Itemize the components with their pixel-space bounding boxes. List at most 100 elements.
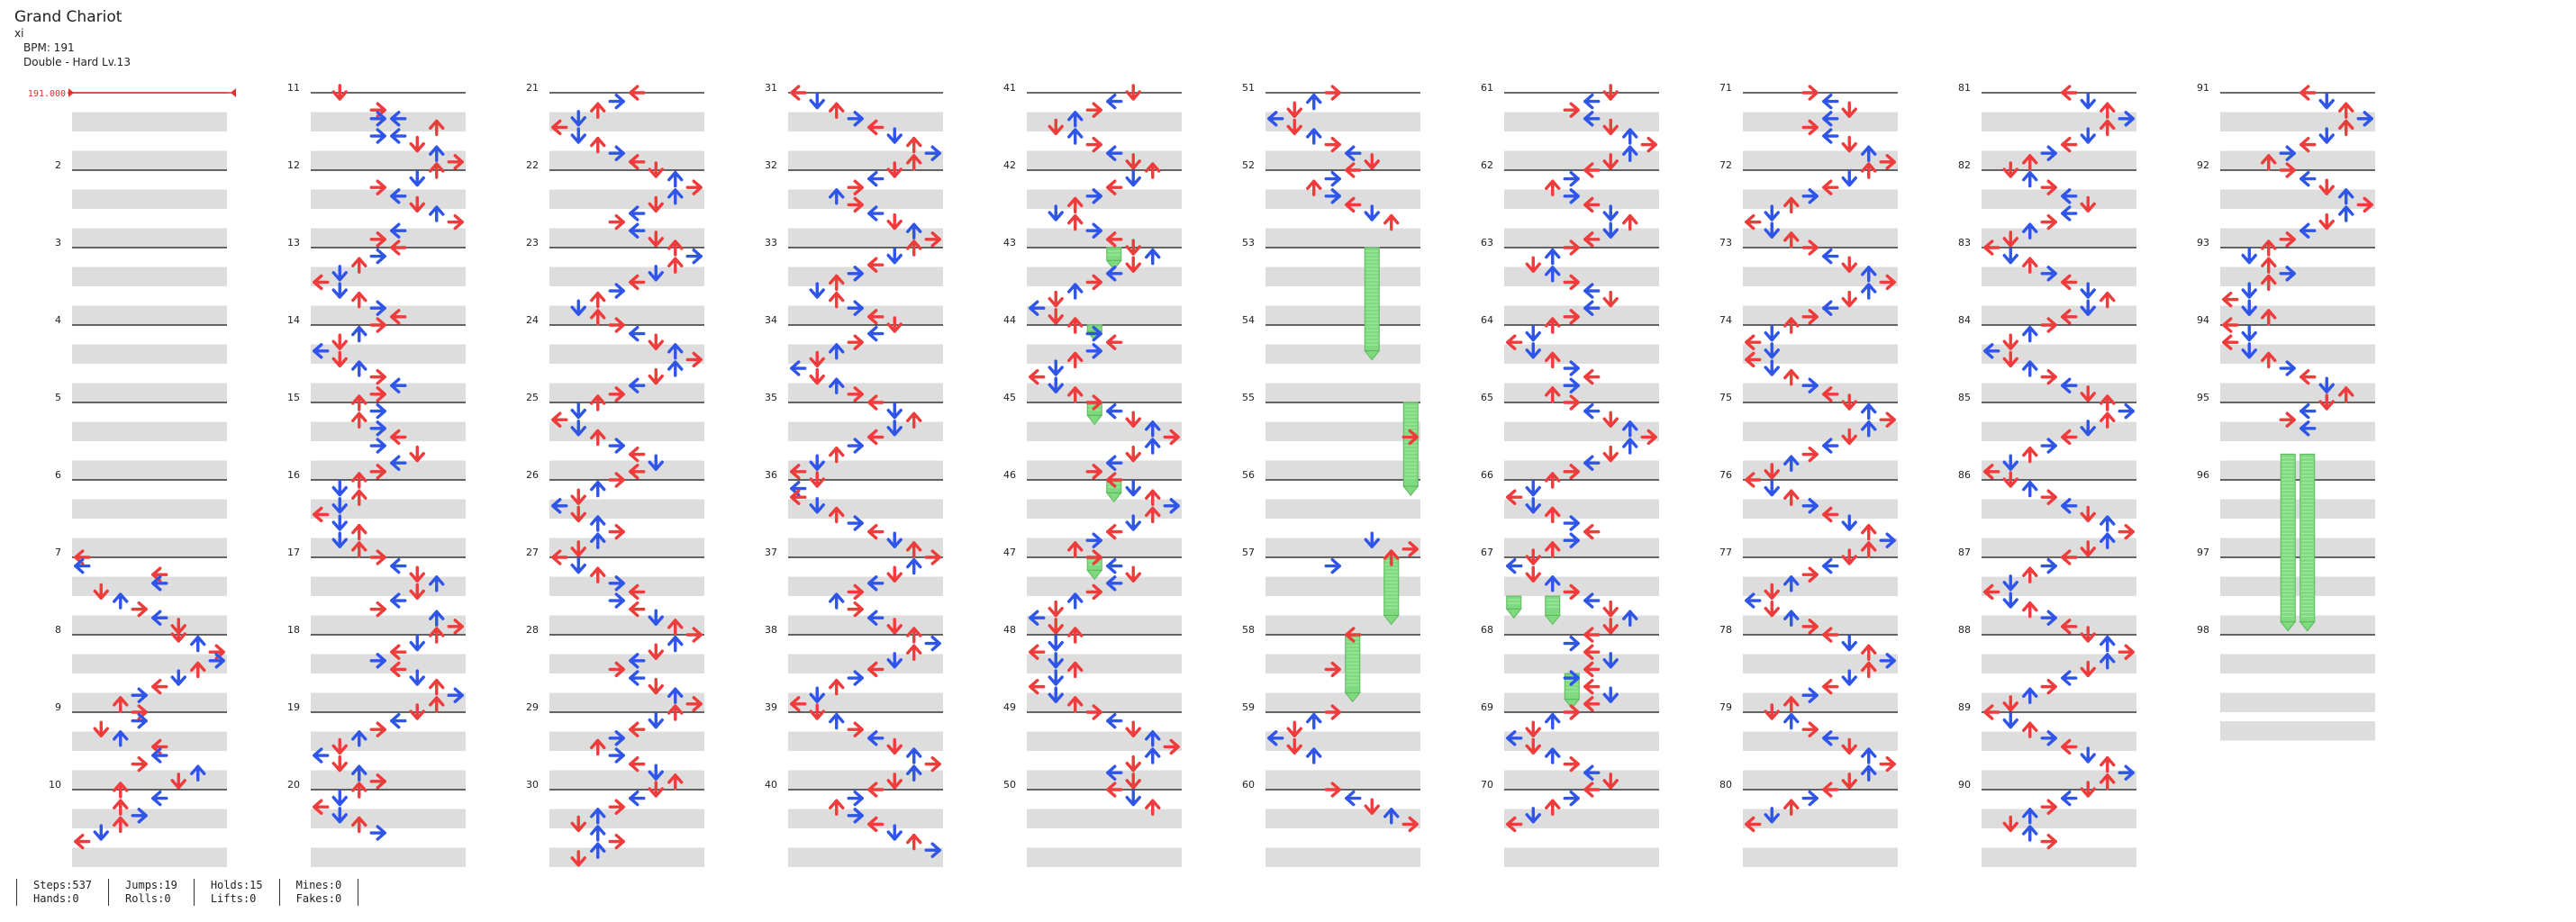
- arrow-stroke: [847, 300, 864, 316]
- arrow-stroke: [1085, 549, 1102, 565]
- arrow-left-icon: [790, 696, 807, 712]
- arrow-down-icon: [2318, 92, 2335, 110]
- arrow-right-icon: [369, 128, 386, 144]
- arrow-left-icon: [1822, 627, 1839, 643]
- arrow-stroke: [2299, 222, 2317, 239]
- arrow-up-icon: [2100, 411, 2116, 429]
- arrow-left-icon: [790, 360, 807, 376]
- measure-17: 17: [287, 547, 466, 635]
- hold-tail: [1086, 569, 1103, 581]
- hold-note: [1544, 595, 1561, 626]
- measure-10: 10: [49, 779, 227, 867]
- arrow-left-icon: [629, 583, 646, 601]
- arrow-up-icon: [1861, 523, 1877, 541]
- measure-4: 4: [55, 314, 227, 402]
- arrow-down-icon: [1048, 686, 1064, 703]
- arrow-stroke: [1822, 678, 1839, 695]
- arrow-stroke: [1841, 548, 1857, 565]
- arrow-stroke: [1324, 170, 1341, 187]
- arrow-stroke: [409, 135, 425, 153]
- arrow-stroke: [867, 205, 884, 221]
- arrow-left-icon: [1345, 196, 1362, 213]
- measure-number: 72: [1719, 159, 1732, 171]
- measure-band: [1504, 499, 1659, 519]
- arrow-right-icon: [1640, 136, 1657, 153]
- measure-number: 65: [1481, 392, 1493, 403]
- arrow-stroke: [2061, 377, 2078, 393]
- arrow-stroke: [608, 145, 625, 161]
- arrow-stroke: [151, 610, 168, 626]
- arrow-up-icon: [667, 170, 684, 188]
- arrow-right-icon: [2279, 231, 2296, 248]
- arrow-up-icon: [1067, 213, 1084, 231]
- arrow-left-icon: [1583, 300, 1601, 316]
- arrow-down-icon: [1125, 445, 1141, 463]
- arrow-stroke: [1602, 600, 1619, 618]
- measure-band: [311, 421, 466, 441]
- measure-band: [1743, 305, 1898, 325]
- measure-15: 15: [287, 392, 466, 480]
- arrow-up-icon: [906, 222, 922, 240]
- arrow-right-icon: [1563, 670, 1580, 686]
- arrow-right-icon: [847, 515, 864, 531]
- arrow-stroke: [313, 274, 330, 291]
- arrow-stroke: [1801, 790, 1819, 807]
- arrow-right-icon: [2040, 438, 2057, 454]
- arrow-right-icon: [2279, 266, 2296, 282]
- arrow-stroke: [847, 790, 864, 807]
- arrow-stroke: [1145, 438, 1161, 455]
- arrow-stroke: [390, 644, 407, 660]
- arrow-up-icon: [1783, 489, 1800, 506]
- arrow-down-icon: [886, 824, 903, 841]
- arrow-stroke: [2002, 350, 2018, 368]
- arrow-down-icon: [570, 505, 586, 523]
- measure-number: 61: [1481, 82, 1493, 94]
- arrow-stroke: [2100, 102, 2116, 119]
- measure-band: [1982, 499, 2136, 519]
- arrow-up-icon: [2022, 808, 2038, 825]
- arrow-stroke: [2261, 257, 2277, 274]
- arrow-stroke: [2261, 154, 2277, 171]
- arrow-down-icon: [809, 471, 825, 488]
- arrow-down-icon: [1048, 652, 1064, 669]
- arrow-up-icon: [351, 523, 367, 541]
- arrow-stroke: [2022, 222, 2038, 240]
- arrow-up-icon: [590, 102, 606, 119]
- arrow-stroke: [409, 169, 425, 187]
- measure-band: [1504, 847, 1659, 867]
- measure-58: 58: [1242, 624, 1420, 712]
- measure-band: [1265, 499, 1420, 519]
- measure-number: 67: [1481, 547, 1493, 558]
- arrow-stroke: [551, 411, 568, 428]
- arrow-stroke: [1324, 85, 1341, 101]
- arrow-down-icon: [1602, 686, 1619, 703]
- arrow-up-icon: [351, 360, 367, 377]
- arrow-stroke: [2100, 773, 2116, 791]
- measure-band: [1504, 383, 1659, 402]
- arrow-stroke: [2299, 85, 2317, 101]
- arrow-down-icon: [2241, 342, 2257, 359]
- measure-51: 51: [1242, 82, 1420, 170]
- arrow-stroke: [351, 411, 367, 429]
- arrow-stroke: [93, 583, 109, 601]
- measure-band: [311, 731, 466, 751]
- arrow-left-icon: [1029, 300, 1046, 316]
- arrow-stroke: [1029, 678, 1046, 695]
- arrow-stroke: [1563, 670, 1580, 686]
- arrow-right-icon: [2279, 360, 2296, 376]
- arrow-stroke: [1401, 541, 1419, 557]
- arrow-stroke: [1583, 196, 1601, 213]
- arrow-left-icon: [629, 222, 646, 239]
- arrow-down-icon: [1525, 256, 1541, 273]
- measure-band: [1504, 421, 1659, 441]
- arrow-stroke: [1545, 248, 1561, 266]
- arrow-down-icon: [409, 634, 425, 652]
- measure-band: [1027, 421, 1182, 441]
- arrow-stroke: [1783, 799, 1800, 816]
- arrow-stroke: [867, 523, 884, 540]
- measure-band: [2220, 654, 2375, 673]
- arrow-left-icon: [1029, 610, 1046, 626]
- arrow-left-icon: [1583, 162, 1601, 178]
- arrow-up-icon: [1545, 351, 1561, 369]
- measure-number: 24: [526, 314, 539, 326]
